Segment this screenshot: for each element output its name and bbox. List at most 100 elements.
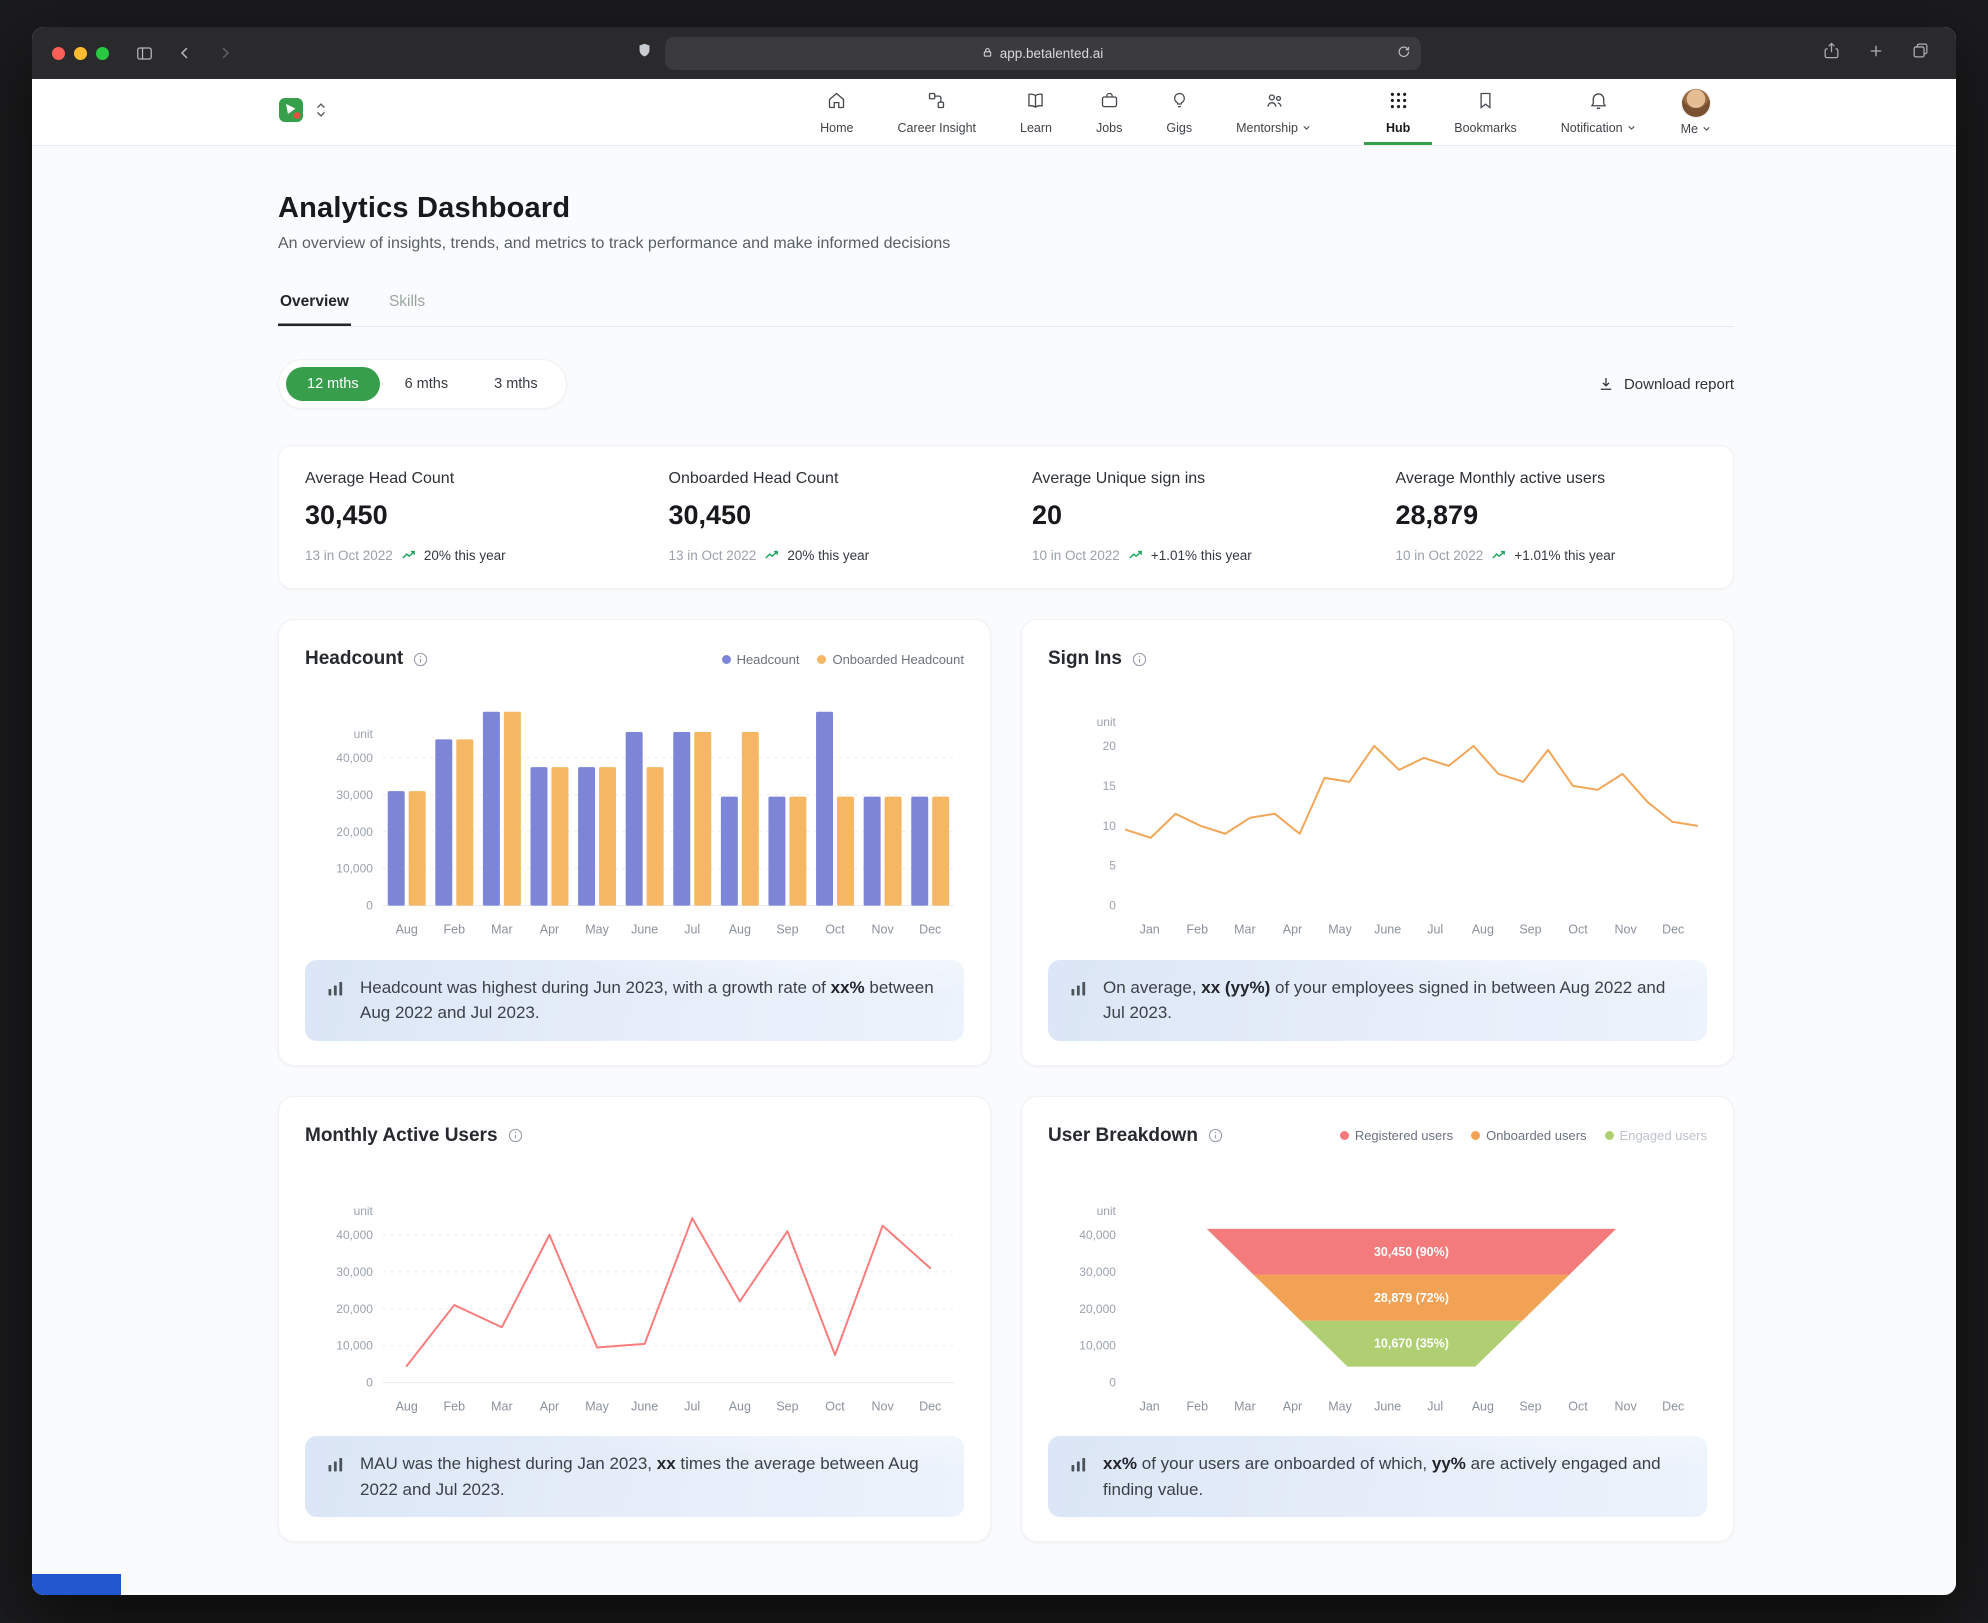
bar-chart-icon: [325, 1454, 346, 1480]
svg-text:Mar: Mar: [491, 1399, 512, 1413]
chart-title: User Breakdown: [1048, 1124, 1198, 1146]
nav-item-learn[interactable]: Learn: [998, 79, 1074, 145]
svg-text:30,000: 30,000: [336, 788, 373, 802]
svg-text:Aug: Aug: [396, 923, 418, 937]
svg-text:5: 5: [1109, 859, 1116, 873]
stat-average-monthly-active-users: Average Monthly active users 28,879 10 i…: [1370, 470, 1734, 564]
insight-text: xx% of your users are onboarded of which…: [1103, 1454, 1661, 1499]
legend-item-onboarded-headcount[interactable]: Onboarded Headcount: [817, 652, 964, 667]
info-icon[interactable]: [1131, 651, 1148, 668]
workspace-switcher-icon[interactable]: [314, 101, 328, 124]
traffic-lights: [52, 46, 109, 60]
svg-text:10,000: 10,000: [336, 862, 373, 876]
nav-divider: [1334, 79, 1364, 145]
nav-label: Bookmarks: [1454, 120, 1517, 135]
svg-text:Nov: Nov: [1615, 1399, 1638, 1413]
svg-text:0: 0: [1109, 899, 1116, 913]
sign-ins-card: Sign Ins 0 5 10 15 20 unit Jan Feb Mar Apr May June…: [1021, 619, 1734, 1066]
privacy-shield-icon[interactable]: [636, 42, 653, 64]
bar-chart-icon: [325, 978, 346, 1004]
user-breakdown-card: User Breakdown Registered users Onboarde…: [1021, 1095, 1734, 1543]
bar-chart-icon: [1068, 978, 1089, 1004]
back-icon[interactable]: [176, 44, 194, 62]
legend-item-onboarded-users[interactable]: Onboarded users: [1471, 1128, 1587, 1143]
app-logo[interactable]: [278, 97, 304, 128]
sign-ins-line-chart: 0 5 10 15 20 unit Jan Feb Mar Apr May June Jul Aug Sep…: [1048, 678, 1707, 950]
svg-text:Dec: Dec: [1662, 1399, 1684, 1413]
legend-item-headcount[interactable]: Headcount: [721, 652, 799, 667]
svg-text:Jul: Jul: [684, 923, 700, 937]
info-icon[interactable]: [1207, 1127, 1224, 1144]
forward-icon[interactable]: [216, 44, 234, 62]
svg-text:Feb: Feb: [1187, 1399, 1209, 1413]
download-report-button[interactable]: Download report: [1597, 375, 1734, 393]
stat-period: 13 in Oct 2022: [668, 548, 757, 563]
svg-text:Oct: Oct: [1568, 1399, 1588, 1413]
nav-item-me[interactable]: Me: [1659, 79, 1734, 145]
info-icon[interactable]: [412, 651, 429, 668]
svg-text:0: 0: [1109, 1375, 1116, 1389]
chart-title: Monthly Active Users: [305, 1124, 498, 1146]
svg-text:Nov: Nov: [1615, 923, 1638, 937]
svg-text:Dec: Dec: [919, 923, 941, 937]
mau-insight: MAU was the highest during Jan 2023, xx …: [305, 1436, 964, 1517]
page-title: Analytics Dashboard: [278, 192, 571, 224]
legend-item-registered-users[interactable]: Registered users: [1339, 1128, 1453, 1143]
chevron-down-icon: [1303, 125, 1310, 130]
svg-text:Jul: Jul: [684, 1399, 700, 1413]
nav-item-hub[interactable]: Hub: [1364, 79, 1432, 145]
nav-item-jobs[interactable]: Jobs: [1074, 79, 1144, 145]
range-12-months[interactable]: 12 mths: [286, 367, 380, 401]
tab-overview-icon[interactable]: [1911, 41, 1930, 65]
trend-up-icon: [765, 550, 779, 559]
bar-chart-icon: [1068, 1454, 1089, 1480]
legend-item-engaged-users[interactable]: Engaged users: [1604, 1128, 1707, 1143]
zoom-window-button[interactable]: [96, 46, 109, 60]
minimize-window-button[interactable]: [74, 46, 87, 60]
close-window-button[interactable]: [52, 46, 65, 60]
user-breakdown-insight: xx% of your users are onboarded of which…: [1048, 1436, 1707, 1517]
nav-item-mentorship[interactable]: Mentorship: [1214, 79, 1334, 145]
headcount-card: Headcount Headcount Onboarded Headcount …: [278, 619, 991, 1066]
nav-item-home[interactable]: Home: [798, 79, 875, 145]
svg-text:May: May: [585, 1399, 609, 1413]
stat-label: Average Monthly active users: [1395, 470, 1606, 487]
svg-text:unit: unit: [354, 727, 374, 741]
svg-text:Apr: Apr: [540, 1399, 559, 1413]
nav-item-bookmarks[interactable]: Bookmarks: [1432, 79, 1539, 145]
info-icon[interactable]: [507, 1127, 524, 1144]
svg-text:Dec: Dec: [919, 1399, 941, 1413]
range-6-months[interactable]: 6 mths: [404, 376, 449, 392]
svg-text:Jul: Jul: [1427, 923, 1443, 937]
tab-skills[interactable]: Skills: [388, 293, 426, 310]
page-subtitle: An overview of insights, trends, and met…: [278, 235, 951, 252]
bell-icon: [1588, 90, 1609, 116]
chart-title: Sign Ins: [1048, 648, 1122, 669]
nav-item-notification[interactable]: Notification: [1539, 79, 1659, 145]
tab-overview[interactable]: Overview: [278, 287, 351, 326]
svg-text:Mar: Mar: [1234, 1399, 1255, 1413]
svg-text:10,000: 10,000: [336, 1338, 373, 1352]
browser-titlebar: app.betalented.ai: [32, 27, 1956, 79]
trend-up-icon: [1492, 550, 1506, 559]
range-3-months[interactable]: 3 mths: [494, 376, 538, 392]
career-insight-icon: [926, 90, 947, 116]
svg-text:Aug: Aug: [1472, 1399, 1494, 1413]
headcount-legend: Headcount Onboarded Headcount: [721, 652, 964, 667]
new-tab-icon[interactable]: [1867, 42, 1885, 65]
svg-text:May: May: [1328, 1399, 1352, 1413]
svg-text:May: May: [1328, 923, 1352, 937]
sidebar-toggle-icon[interactable]: [135, 44, 154, 63]
stat-trend: 20% this year: [787, 548, 870, 563]
svg-text:Oct: Oct: [1568, 923, 1588, 937]
reload-icon[interactable]: [1396, 44, 1411, 62]
share-icon[interactable]: [1822, 41, 1841, 65]
nav-label: Mentorship: [1236, 121, 1312, 135]
stat-label: Onboarded Head Count: [668, 470, 839, 487]
svg-text:28,879 (72%): 28,879 (72%): [1374, 1290, 1449, 1304]
nav-item-gigs[interactable]: Gigs: [1144, 79, 1214, 145]
address-bar[interactable]: app.betalented.ai: [664, 36, 1421, 70]
nav-item-career-insight[interactable]: Career Insight: [875, 79, 998, 145]
stat-value: 30,450: [305, 500, 388, 530]
svg-text:June: June: [1374, 923, 1401, 937]
